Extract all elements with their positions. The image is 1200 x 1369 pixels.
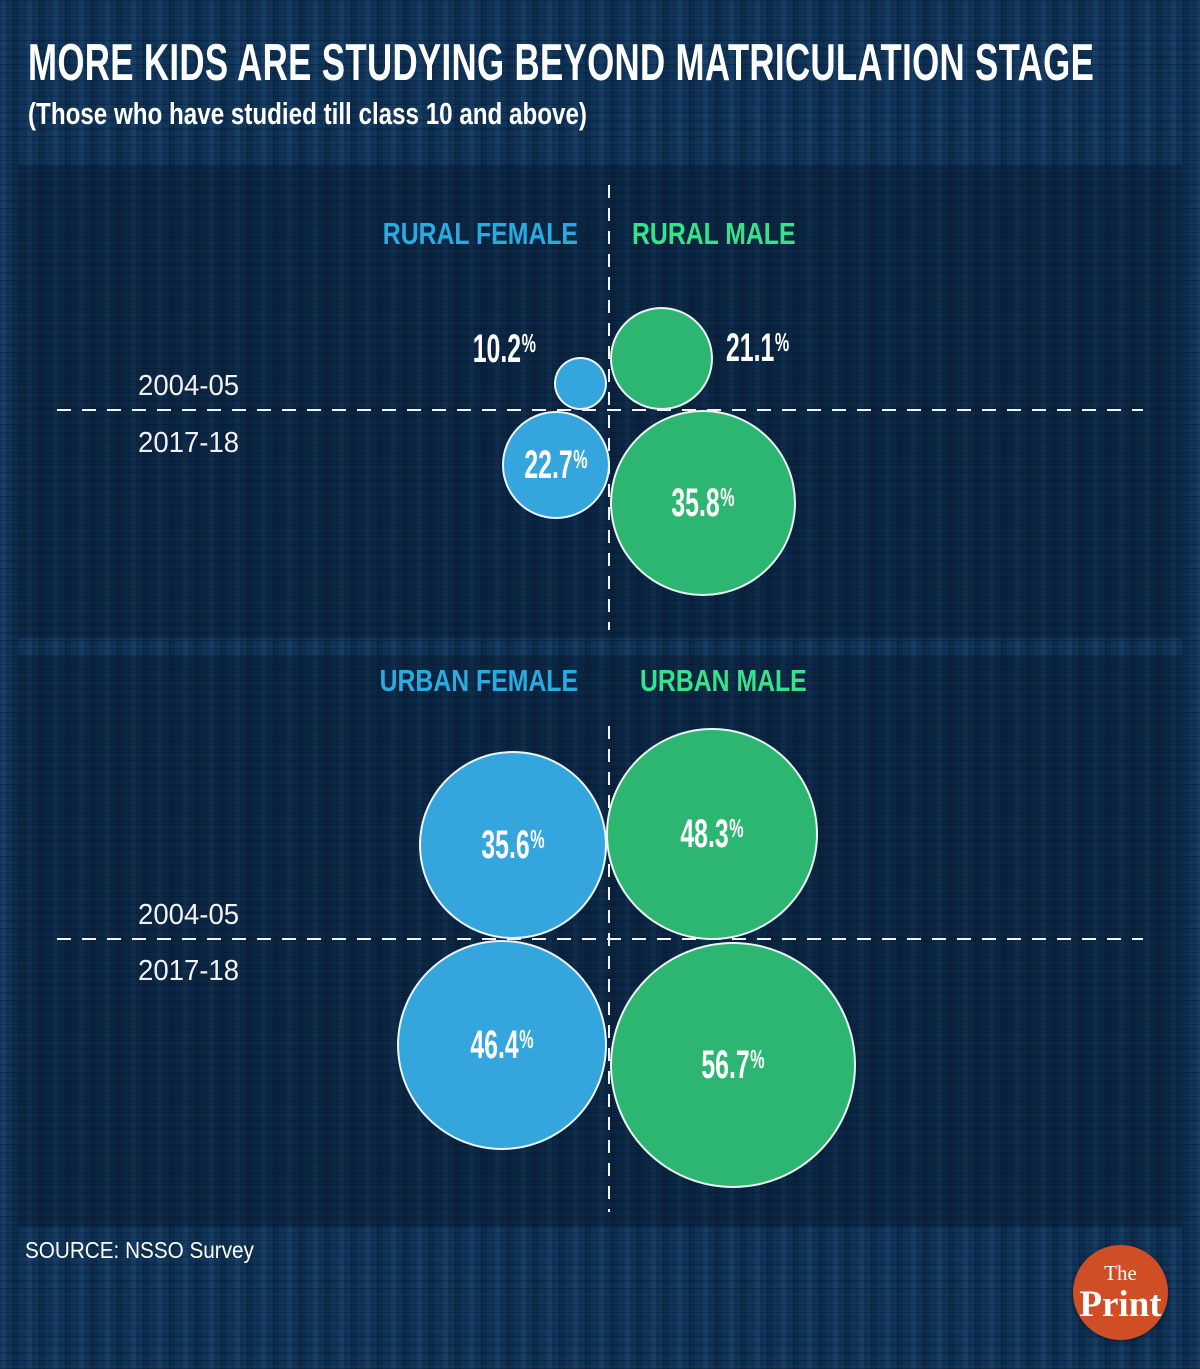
source-credit: SOURCE: NSSO Survey bbox=[25, 1237, 254, 1263]
logo-text-print: Print bbox=[1079, 1283, 1162, 1325]
panel-rural bbox=[18, 165, 1182, 638]
bubble-rural-female-2017: 22.7% bbox=[502, 411, 610, 519]
bubble-value-rural-male-2017: 35.8% bbox=[671, 481, 735, 525]
header-rural-female: RURAL FEMALE bbox=[382, 216, 578, 251]
page-title: MORE KIDS ARE STUDYING BEYOND MATRICULAT… bbox=[28, 34, 1095, 92]
urban-year-divider-dashed bbox=[57, 938, 1143, 940]
panel-urban bbox=[18, 655, 1182, 1227]
rural-gender-divider-dashed bbox=[608, 185, 610, 630]
urban-year-2017-18: 2017-18 bbox=[138, 955, 240, 987]
bubble-rural-male-2017: 35.8% bbox=[610, 410, 796, 596]
rural-year-2017-18: 2017-18 bbox=[138, 427, 240, 459]
bubble-value-rural-female-2004: 10.2% bbox=[472, 327, 536, 371]
bubble-value-urban-male-2004: 48.3% bbox=[680, 812, 744, 856]
bubble-rural-male-2004 bbox=[610, 307, 713, 410]
urban-gender-divider-dashed bbox=[608, 726, 610, 1212]
header-urban-female: URBAN FEMALE bbox=[379, 663, 578, 698]
rural-year-2004-05: 2004-05 bbox=[138, 370, 240, 402]
bubble-value-urban-male-2017: 56.7% bbox=[701, 1043, 765, 1087]
logo-text-the: The bbox=[1104, 1260, 1137, 1285]
header-rural-male: RURAL MALE bbox=[632, 216, 796, 251]
bubble-value-urban-female-2017: 46.4% bbox=[470, 1023, 534, 1067]
rural-year-divider-dashed bbox=[57, 409, 1143, 411]
bubble-urban-male-2004: 48.3% bbox=[606, 728, 818, 940]
bubble-urban-female-2017: 46.4% bbox=[397, 940, 607, 1150]
bubble-urban-female-2004: 35.6% bbox=[419, 751, 607, 939]
bubble-rural-female-2004 bbox=[554, 357, 607, 410]
urban-year-2004-05: 2004-05 bbox=[138, 899, 240, 931]
theprint-logo: The Print bbox=[1073, 1245, 1168, 1340]
bubble-urban-male-2017: 56.7% bbox=[610, 942, 856, 1188]
bubble-value-rural-male-2004: 21.1% bbox=[726, 326, 790, 370]
bubble-value-urban-female-2004: 35.6% bbox=[481, 823, 545, 867]
page-subtitle: (Those who have studied till class 10 an… bbox=[28, 96, 587, 131]
bubble-value-rural-female-2017: 22.7% bbox=[524, 443, 588, 487]
header-urban-male: URBAN MALE bbox=[640, 663, 807, 698]
